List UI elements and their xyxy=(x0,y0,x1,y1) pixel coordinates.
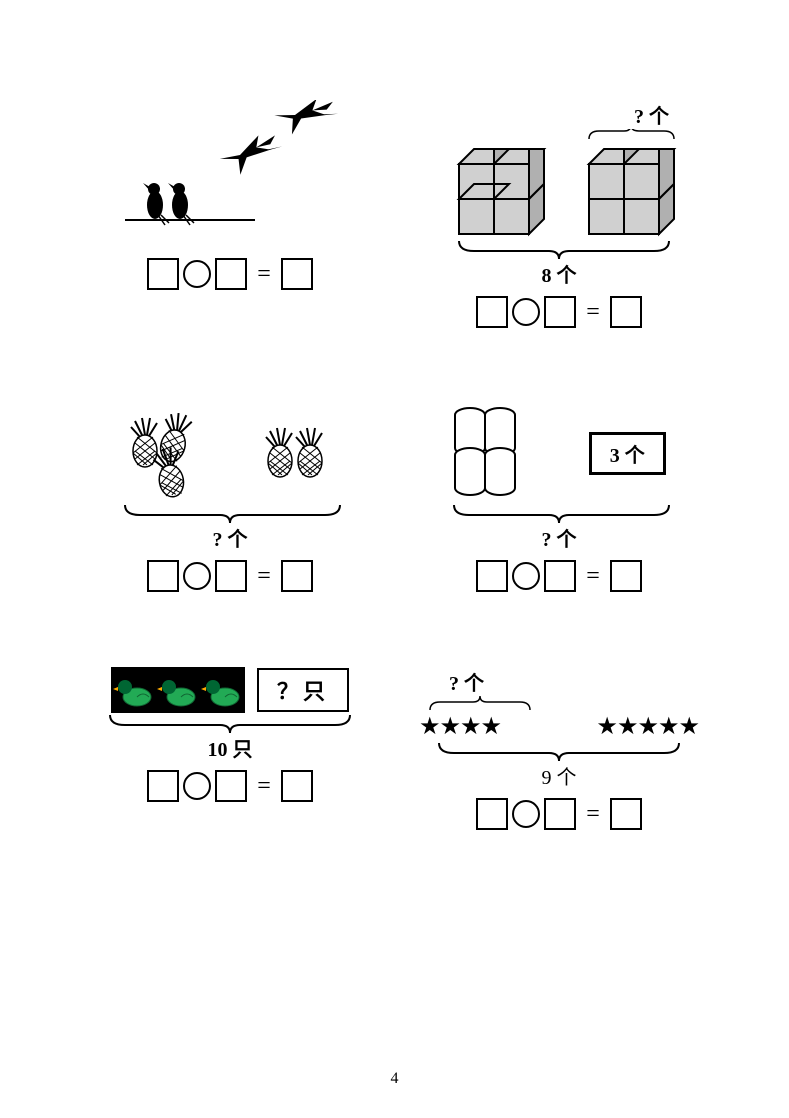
input-box[interactable] xyxy=(544,560,576,592)
pineapples-picture: ? 个 xyxy=(90,403,370,552)
operator-circle[interactable] xyxy=(183,772,211,800)
operator-circle[interactable] xyxy=(512,298,540,326)
total-label: ? 个 xyxy=(213,523,248,552)
input-box[interactable] xyxy=(147,258,179,290)
equals-sign: = xyxy=(257,563,271,590)
equation-1: = xyxy=(147,258,313,290)
birds-svg xyxy=(115,100,345,250)
cubes-svg xyxy=(439,129,679,239)
question-label: ? 个 xyxy=(449,667,484,696)
input-box[interactable] xyxy=(610,560,642,592)
input-box[interactable] xyxy=(281,770,313,802)
equals-sign: = xyxy=(586,801,600,828)
stars-picture: ? 个 ★★★★ ★★★★★ 9 个 xyxy=(419,667,699,790)
cylinders-picture: 3 个 ? 个 xyxy=(419,403,699,552)
duck-row: ？只 xyxy=(111,667,349,713)
small-brace xyxy=(425,696,535,712)
duck-icon xyxy=(157,669,199,711)
equation-3: = xyxy=(147,560,313,592)
cylinders-svg xyxy=(452,403,522,503)
brace xyxy=(100,713,360,733)
pineapples-svg xyxy=(110,403,350,503)
operator-circle[interactable] xyxy=(183,260,211,288)
total-label: ? 个 xyxy=(542,523,577,552)
problem-birds: = xyxy=(90,100,370,328)
input-box[interactable] xyxy=(215,770,247,802)
count-box: 3 个 xyxy=(589,432,666,475)
duck-images xyxy=(111,667,245,713)
problem-ducks: ？只 10 只 = xyxy=(90,667,370,830)
operator-circle[interactable] xyxy=(183,562,211,590)
brace xyxy=(439,503,679,523)
input-box[interactable] xyxy=(544,798,576,830)
input-box[interactable] xyxy=(476,798,508,830)
problem-pineapples: ? 个 = xyxy=(90,403,370,592)
input-box[interactable] xyxy=(610,296,642,328)
brace xyxy=(429,741,689,761)
input-box[interactable] xyxy=(147,770,179,802)
stars-left: ★★★★ xyxy=(419,712,501,741)
input-box[interactable] xyxy=(215,560,247,592)
row-1: = ? 个 xyxy=(90,100,699,328)
input-box[interactable] xyxy=(215,258,247,290)
equation-2: = xyxy=(476,296,642,328)
input-box[interactable] xyxy=(610,798,642,830)
input-box[interactable] xyxy=(281,560,313,592)
total-label: 9 个 xyxy=(542,761,577,790)
big-brace xyxy=(439,239,679,259)
row-3: ？只 10 只 = ? 个 ★★★★ ★★★★★ xyxy=(90,667,699,830)
equation-5: = xyxy=(147,770,313,802)
input-box[interactable] xyxy=(476,560,508,592)
duck-icon xyxy=(113,669,155,711)
equation-4: = xyxy=(476,560,642,592)
problem-cylinders: 3 个 ? 个 = xyxy=(419,403,699,592)
equals-sign: = xyxy=(257,261,271,288)
input-box[interactable] xyxy=(476,296,508,328)
duck-icon xyxy=(201,669,243,711)
birds-picture xyxy=(90,100,370,250)
page-number: 4 xyxy=(0,1070,789,1088)
operator-circle[interactable] xyxy=(512,800,540,828)
input-box[interactable] xyxy=(147,560,179,592)
count-box: ？只 xyxy=(257,668,349,712)
cubes-picture: ? 个 xyxy=(419,100,699,288)
equals-sign: = xyxy=(586,299,600,326)
brace xyxy=(110,503,350,523)
question-label: ? 个 xyxy=(634,100,669,129)
total-label: 8 个 xyxy=(542,259,577,288)
ducks-picture: ？只 10 只 xyxy=(90,667,370,762)
problem-cubes: ? 个 xyxy=(419,100,699,328)
input-box[interactable] xyxy=(281,258,313,290)
problem-stars: ? 个 ★★★★ ★★★★★ 9 个 = xyxy=(419,667,699,830)
equation-6: = xyxy=(476,798,642,830)
stars-right: ★★★★★ xyxy=(596,712,699,741)
input-box[interactable] xyxy=(544,296,576,328)
total-label: 10 只 xyxy=(208,733,253,762)
equals-sign: = xyxy=(586,563,600,590)
row-2: ? 个 = xyxy=(90,403,699,592)
operator-circle[interactable] xyxy=(512,562,540,590)
equals-sign: = xyxy=(257,773,271,800)
